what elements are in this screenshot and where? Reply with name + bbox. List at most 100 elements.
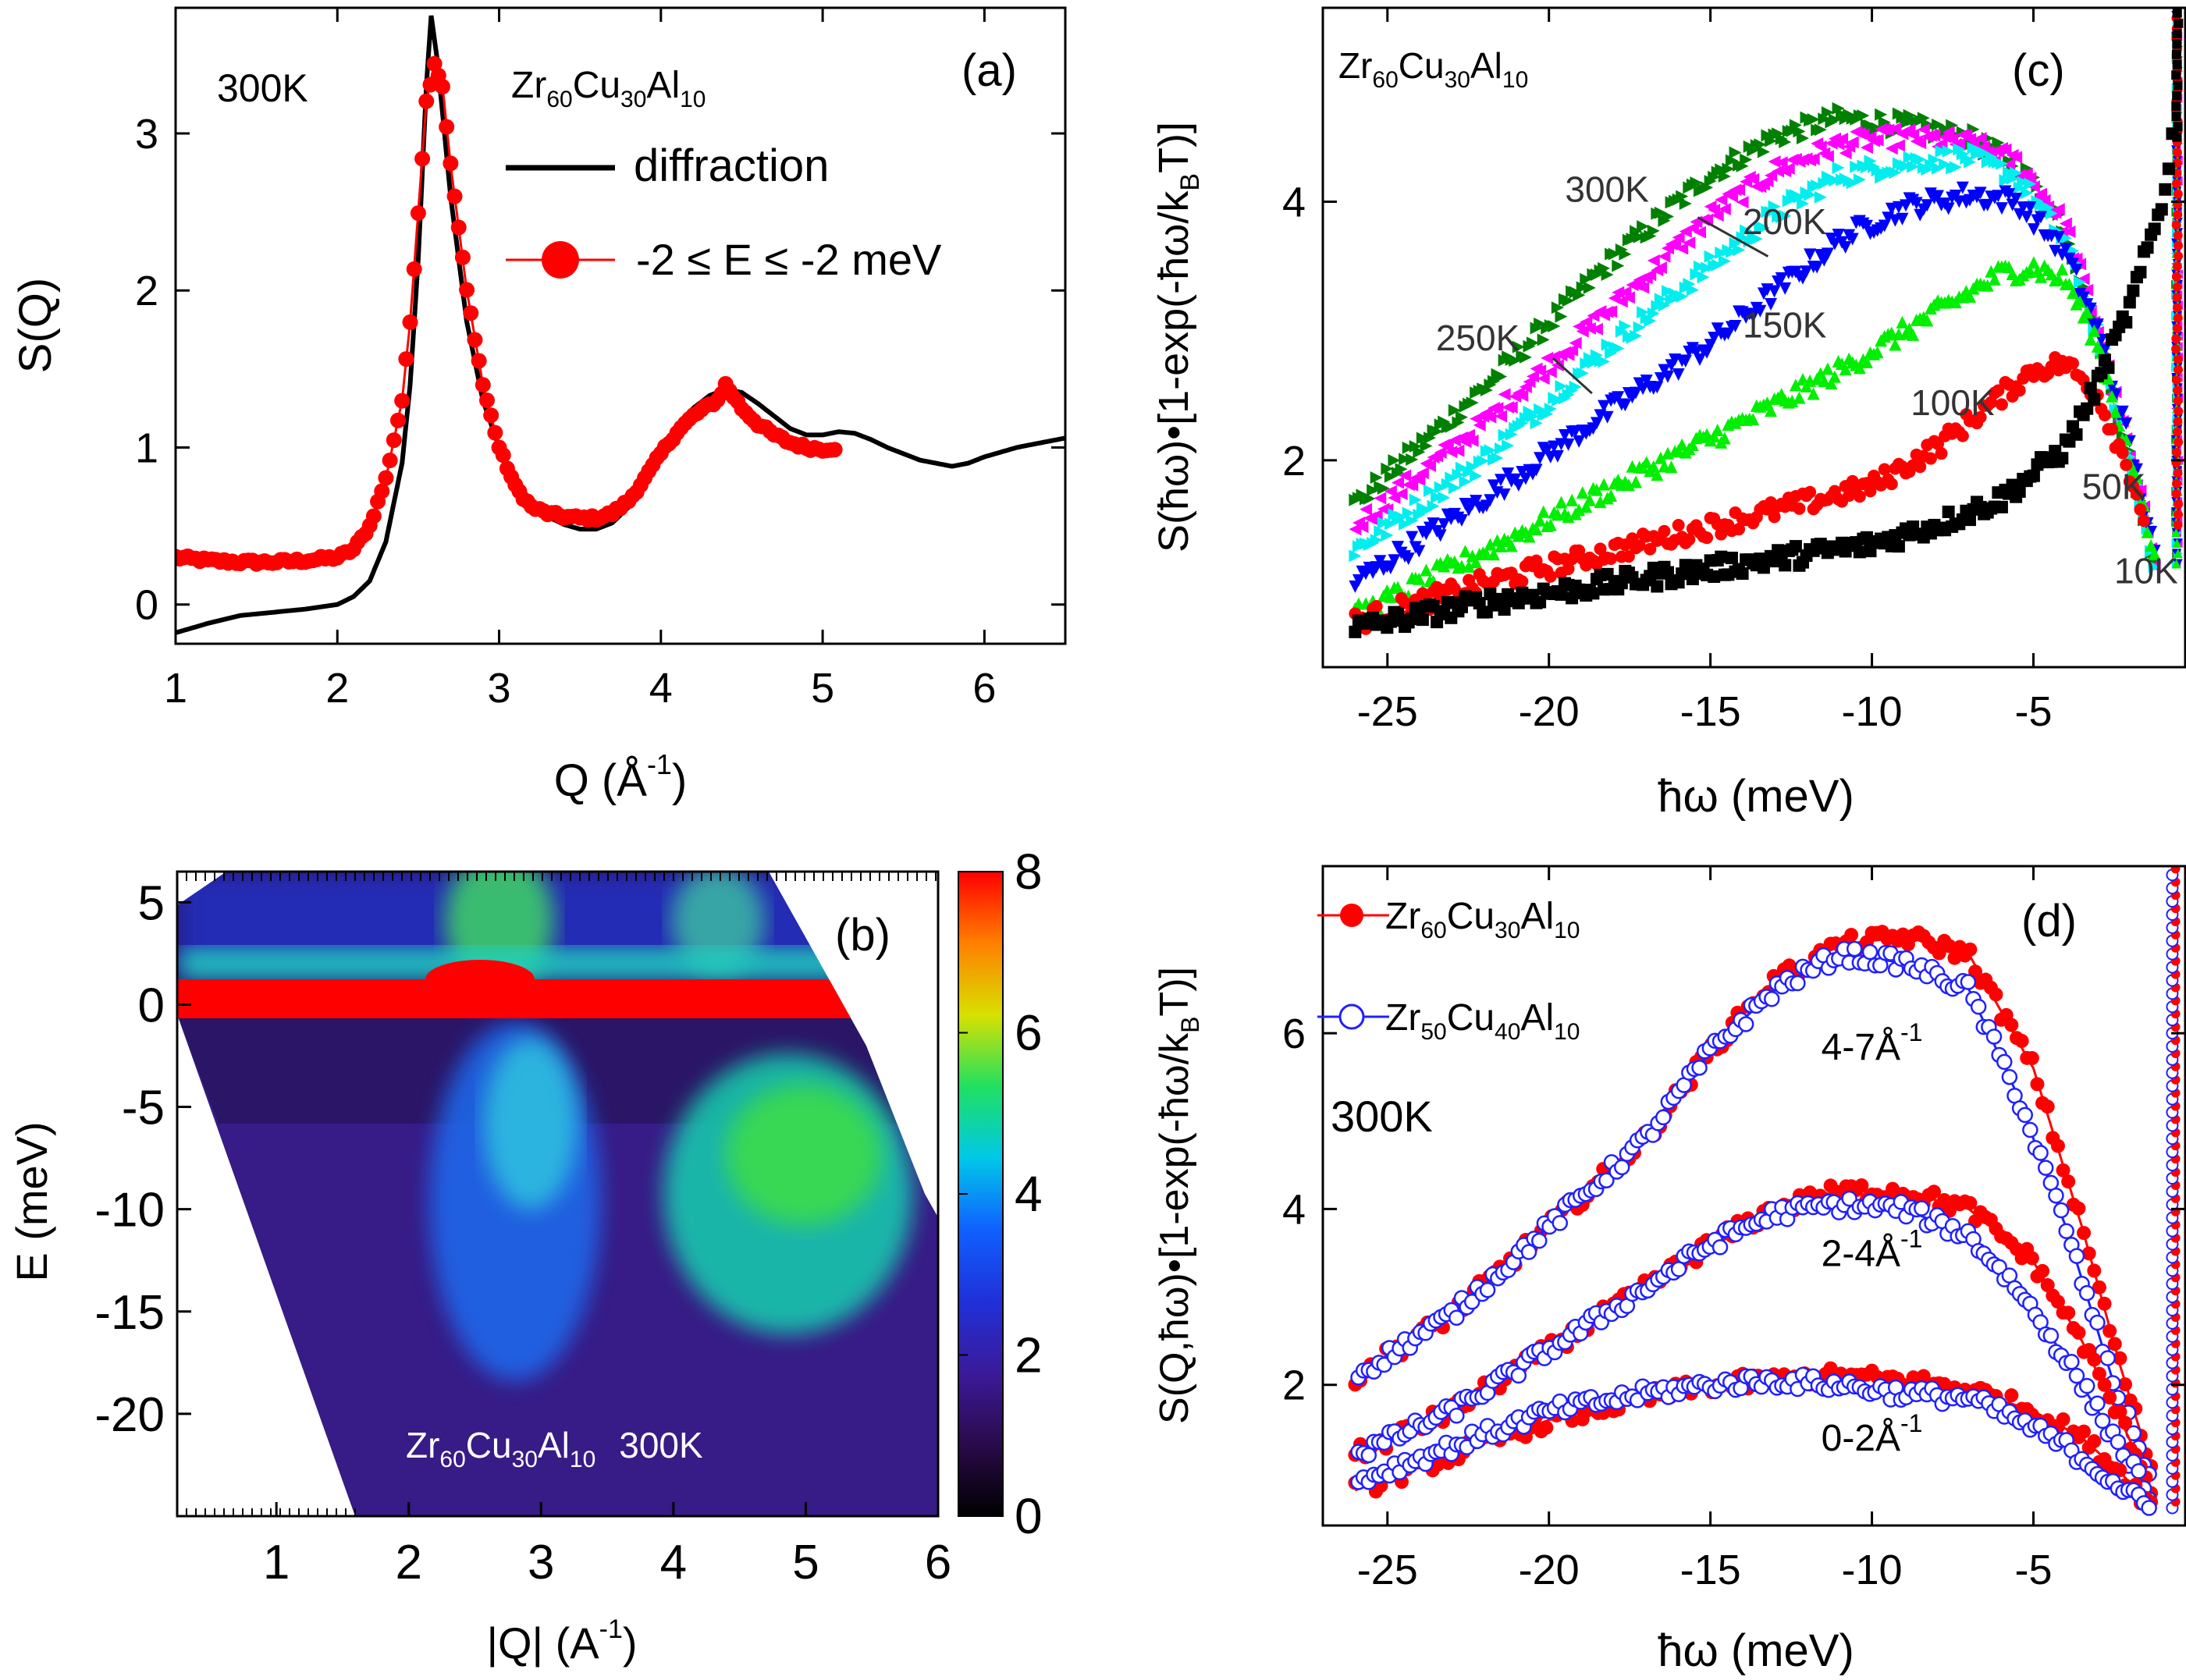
series-300K-point <box>1676 190 1689 203</box>
series-150K-point <box>1775 272 1788 285</box>
series-150K-point <box>1438 518 1451 531</box>
series-50K-point <box>2106 423 2119 436</box>
series-100K-point <box>1786 394 1799 407</box>
series-200K-point <box>1900 159 1913 172</box>
series-Zr50Cu40Al10-point <box>2110 1433 2127 1451</box>
panel-b: 1 2 3 4 5 6 5 0 -5 -10 -15 -20 (b) Zr60Cu30Al10 300K… <box>7 844 1043 1668</box>
series-100K-point <box>1537 505 1550 518</box>
series-300K-point <box>1715 163 1728 176</box>
panel-c-label: (c) <box>2012 45 2065 96</box>
series-300K-point <box>1555 310 1568 323</box>
series-200K-point <box>1662 285 1674 298</box>
series-150K-point <box>1530 464 1543 477</box>
series-Zr60Cu30Al10-point <box>2170 866 2181 874</box>
series-Zr60Cu30Al10-point <box>1942 939 1957 954</box>
series-Zr50Cu40Al10-point <box>2017 1106 2033 1124</box>
series-Zr60Cu30Al10-point <box>2097 1296 2112 1311</box>
series-300K-point <box>1612 259 1625 272</box>
series-200K-point <box>1853 173 1866 186</box>
series-300K-point <box>1779 135 1792 148</box>
series-Zr50Cu40Al10-point <box>1737 1016 1754 1032</box>
panel-a-xtick-label: 4 <box>649 665 673 712</box>
series-150K-point <box>1974 186 1987 200</box>
series-250K-point <box>1569 336 1582 350</box>
series-300K-point <box>1512 340 1525 353</box>
panel-b-ytick-label: -20 <box>94 1388 165 1442</box>
panel-d-xlabel: ħω (meV) <box>1658 1625 1854 1676</box>
series-200K-point <box>1409 493 1422 506</box>
series-150K-point <box>1541 444 1554 457</box>
series-250K-point <box>1374 492 1387 505</box>
series-50K-point <box>2171 375 2181 385</box>
series-10K-point <box>1736 567 1749 581</box>
series-100K-point <box>1576 486 1589 499</box>
series-100K-point <box>1651 468 1664 481</box>
series-Zr60Cu30Al10-point <box>2061 1305 2076 1320</box>
series-200K-point <box>1693 260 1706 273</box>
series-300K-point <box>1402 441 1415 454</box>
panel-b-ytick-label: -15 <box>94 1286 165 1340</box>
series-200K-point <box>1381 529 1394 542</box>
series-200K-point <box>1779 209 1792 222</box>
series-250K-point <box>1384 485 1397 498</box>
series-150K-point <box>1352 574 1365 587</box>
series-Zr50Cu40Al10-point <box>2068 1248 2085 1264</box>
series-250K-point <box>1544 365 1557 378</box>
series-250K-point <box>1683 236 1696 250</box>
panel-d: -25 -20 -15 -10 -5 2 4 6 4-7Å-1 2-4Å-1 0-2Å-1 (d)… <box>1152 865 2186 1676</box>
series-Zr60Cu30Al10-point <box>2107 1337 2122 1351</box>
series-300K-point <box>1601 268 1614 281</box>
series-10K-point <box>2173 80 2183 91</box>
series-250K-point <box>1775 156 1788 169</box>
series-Zr50Cu40Al10-point <box>2053 1202 2070 1219</box>
series-100K-point <box>1583 493 1596 506</box>
colorbar-ticks: 0 2 4 6 8 <box>958 844 1043 1544</box>
series-300K-point <box>1573 289 1586 302</box>
series-Zr50Cu40Al10-point <box>1531 1232 1548 1249</box>
series-50K-point <box>1658 524 1671 538</box>
series-300K-point <box>1608 247 1621 261</box>
series-50K-point <box>2172 261 2182 272</box>
series-elastic-point <box>378 470 394 486</box>
series-50K-point <box>1974 410 1987 424</box>
panel-c-xtick-label: -20 <box>1519 688 1580 735</box>
series-200K-point <box>1701 261 1714 275</box>
series-200K-point <box>1889 166 1902 179</box>
series-Zr50Cu40Al10-point <box>2001 1068 2018 1085</box>
series-150K-point <box>1931 190 1944 203</box>
series-Zr50Cu40Al10-point <box>2037 1160 2054 1176</box>
legend-marker-zr60 <box>1340 904 1363 927</box>
series-150K-point <box>1800 265 1813 279</box>
series-50K-point <box>2130 488 2143 501</box>
series-Zr60Cu30Al10-point <box>2077 1424 2092 1439</box>
series-100K-point <box>1963 290 1976 304</box>
series-50K-point <box>2171 488 2181 499</box>
series-50K-point <box>1985 396 1998 409</box>
series-150K-point <box>1921 199 1934 212</box>
series-10K-point <box>2056 452 2069 465</box>
series-200K-point <box>1949 161 1962 174</box>
colorbar-tick-label: 0 <box>1015 1488 1043 1544</box>
series-200K-point <box>1463 465 1476 478</box>
series-250K-point <box>1882 123 1895 137</box>
series-300K-point <box>1363 492 1376 505</box>
series-100K-point <box>1523 530 1536 543</box>
series-50K-point <box>2173 520 2183 530</box>
series-200K-point <box>1676 289 1689 303</box>
series-150K-point <box>1992 190 2005 203</box>
series-200K-point <box>1658 299 1671 312</box>
series-elastic-point <box>386 432 402 449</box>
series-150K-point <box>1434 529 1447 542</box>
series-10K-point <box>1892 540 1905 553</box>
series-300K-point <box>1445 420 1458 433</box>
series-Zr60Cu30Al10-point <box>2056 1412 2070 1426</box>
series-100K-point <box>1573 503 1586 517</box>
series-150K-point <box>1679 355 1692 368</box>
series-200K-point <box>1651 300 1664 313</box>
series-10K-point <box>1416 613 1429 627</box>
series-50K-point <box>1768 510 1781 524</box>
series-50K-point <box>1793 502 1806 515</box>
series-300K-point <box>1534 317 1547 330</box>
series-100K-point <box>1555 495 1568 509</box>
series-elastic-point <box>454 249 471 265</box>
